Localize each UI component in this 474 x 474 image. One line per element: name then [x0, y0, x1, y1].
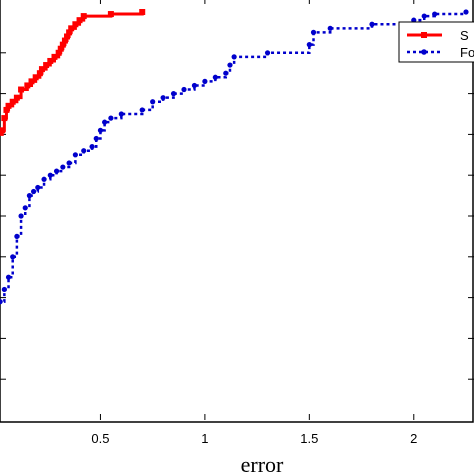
- legend-marker-fo: [421, 49, 427, 55]
- plot-frame: [0, 0, 474, 423]
- point-fo: [41, 176, 47, 182]
- point-fo: [227, 62, 233, 68]
- point-s: [72, 21, 79, 28]
- point-s: [13, 94, 20, 101]
- point-s: [55, 49, 62, 56]
- point-s: [107, 11, 114, 18]
- point-fo: [10, 254, 16, 260]
- point-fo: [202, 78, 208, 84]
- point-fo: [181, 86, 187, 93]
- point-fo: [231, 54, 237, 60]
- x-tick-label: 2: [410, 431, 417, 446]
- point-fo: [35, 184, 41, 191]
- series-layer: [0, 9, 469, 308]
- point-fo: [97, 127, 104, 133]
- point-s: [64, 33, 71, 40]
- point-fo: [1, 286, 7, 293]
- point-fo: [89, 144, 95, 150]
- x-axis-ticks: 0.5 1 1.5 2: [91, 0, 417, 446]
- point-fo: [264, 50, 271, 56]
- point-fo: [118, 111, 124, 117]
- point-fo: [310, 29, 317, 35]
- x-tick-label: 1.5: [300, 431, 318, 446]
- point-fo: [30, 188, 37, 195]
- point-fo: [26, 193, 33, 199]
- point-fo: [160, 95, 166, 101]
- point-fo: [47, 172, 53, 178]
- point-fo: [5, 274, 12, 280]
- point-fo: [102, 119, 108, 125]
- point-fo: [72, 152, 78, 158]
- point-fo: [191, 82, 198, 89]
- x-tick-label: 0.5: [91, 431, 109, 446]
- point-s: [61, 37, 68, 44]
- point-s: [57, 45, 64, 52]
- point-s: [3, 106, 10, 113]
- point-fo: [306, 42, 312, 48]
- legend-box: [398, 21, 474, 63]
- point-s: [0, 127, 6, 134]
- point-s: [139, 9, 146, 15]
- point-fo: [223, 70, 229, 76]
- point-fo: [369, 21, 375, 27]
- point-fo: [14, 233, 20, 239]
- point-s: [51, 53, 58, 60]
- point-fo: [18, 213, 24, 219]
- point-s: [66, 29, 73, 36]
- series-line-s: [0, 12, 144, 136]
- point-s: [24, 82, 31, 89]
- legend-label-fo: Fo: [460, 45, 474, 60]
- point-s: [36, 70, 43, 77]
- point-fo: [150, 99, 156, 105]
- point-fo: [81, 148, 87, 154]
- point-fo: [432, 11, 438, 17]
- point-fo: [53, 168, 60, 174]
- point-fo: [66, 160, 72, 166]
- point-fo: [60, 164, 66, 170]
- point-fo: [22, 205, 28, 211]
- point-s: [38, 66, 45, 73]
- point-s: [5, 102, 12, 109]
- point-fo: [212, 74, 218, 80]
- point-fo: [93, 135, 99, 142]
- point-fo: [170, 91, 177, 97]
- point-s: [1, 115, 8, 122]
- point-s: [28, 78, 35, 85]
- point-s: [32, 74, 39, 81]
- point-fo: [0, 299, 3, 305]
- point-s: [76, 17, 83, 24]
- point-fo: [108, 115, 114, 121]
- x-axis-title: error: [241, 452, 284, 474]
- point-s: [59, 41, 66, 48]
- point-fo: [139, 107, 145, 113]
- y-axis-ticks: [0, 52, 474, 380]
- point-s: [43, 62, 50, 69]
- legend-label-s: S: [460, 28, 469, 43]
- point-s: [18, 86, 25, 93]
- legend-marker-s: [421, 32, 427, 38]
- point-fo: [463, 9, 469, 15]
- point-s: [9, 98, 16, 105]
- point-s: [47, 57, 54, 64]
- point-s: [68, 25, 75, 32]
- legend: S Fo: [398, 21, 474, 63]
- point-fo: [421, 13, 427, 19]
- point-fo: [411, 17, 417, 23]
- x-tick-label: 1: [201, 431, 208, 446]
- point-s: [80, 13, 87, 20]
- point-fo: [327, 25, 333, 31]
